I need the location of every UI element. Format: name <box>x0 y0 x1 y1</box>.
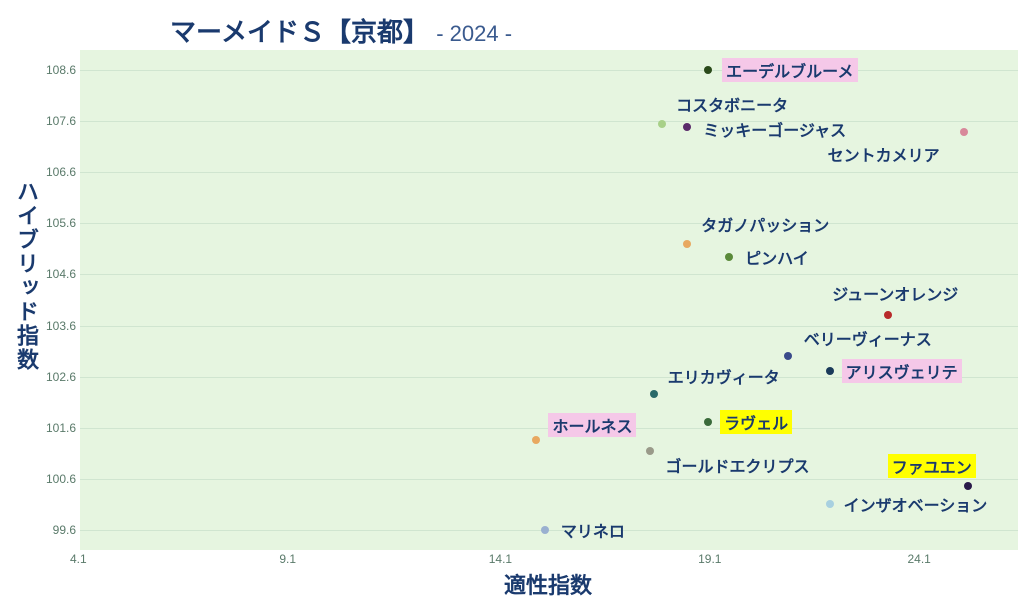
data-point-label: エーデルブルーメ <box>722 58 857 82</box>
gridline-horizontal <box>80 479 1018 480</box>
y-tick-label: 108.6 <box>46 63 76 77</box>
data-point[interactable] <box>826 500 834 508</box>
data-point-label: ホールネス <box>548 413 636 437</box>
data-point-label: マリネロ <box>557 518 629 542</box>
data-point[interactable] <box>826 367 834 375</box>
y-tick-label: 104.6 <box>46 267 76 281</box>
title-main: マーメイドＳ【京都】 <box>170 17 429 47</box>
x-tick-label: 19.1 <box>698 552 721 566</box>
gridline-horizontal <box>80 172 1018 173</box>
data-point-label: エリカヴィータ <box>664 364 784 388</box>
data-point-label: ゴールドエクリプス <box>662 453 814 477</box>
gridline-horizontal <box>80 223 1018 224</box>
data-point[interactable] <box>704 66 712 74</box>
title-year: - 2024 - <box>436 21 512 46</box>
data-point[interactable] <box>725 253 733 261</box>
y-tick-label: 107.6 <box>46 114 76 128</box>
data-point[interactable] <box>658 120 666 128</box>
y-axis-label: ハイブリッド指数 <box>10 180 42 372</box>
gridline-horizontal <box>80 274 1018 275</box>
data-point[interactable] <box>964 482 972 490</box>
data-point[interactable] <box>532 436 540 444</box>
gridline-horizontal <box>80 70 1018 71</box>
data-point-label: インザオベーション <box>840 492 992 516</box>
x-tick-label: 14.1 <box>489 552 512 566</box>
y-tick-label: 106.6 <box>46 165 76 179</box>
scatter-chart: マーメイドＳ【京都】 - 2024 -ハイブリッド指数適性指数99.6100.6… <box>0 0 1024 596</box>
y-tick-label: 105.6 <box>46 216 76 230</box>
data-point-label: タガノパッション <box>697 212 833 236</box>
data-point-label: ジューンオレンジ <box>828 281 962 305</box>
data-point[interactable] <box>683 123 691 131</box>
x-tick-label: 24.1 <box>908 552 931 566</box>
y-tick-label: 99.6 <box>53 523 76 537</box>
data-point[interactable] <box>541 526 549 534</box>
data-point-label: ピンハイ <box>741 245 813 269</box>
y-tick-label: 103.6 <box>46 319 76 333</box>
data-point-label: ミッキーゴージャス <box>699 117 850 141</box>
gridline-horizontal <box>80 530 1018 531</box>
data-point-label: ベリーヴィーナス <box>800 326 936 350</box>
chart-title: マーメイドＳ【京都】 - 2024 - <box>170 12 512 49</box>
data-point-label: ラヴェル <box>720 410 792 434</box>
data-point[interactable] <box>650 390 658 398</box>
data-point-label: アリスヴェリテ <box>842 359 962 383</box>
data-point-label: ファユエン <box>888 454 976 478</box>
data-point[interactable] <box>784 352 792 360</box>
data-point-label: コスタボニータ <box>672 92 792 116</box>
gridline-horizontal <box>80 121 1018 122</box>
y-tick-label: 102.6 <box>46 370 76 384</box>
x-tick-label: 9.1 <box>279 552 296 566</box>
x-tick-label: 4.1 <box>70 552 87 566</box>
data-point[interactable] <box>646 447 654 455</box>
data-point[interactable] <box>683 240 691 248</box>
data-point-label: セントカメリア <box>824 142 944 166</box>
y-tick-label: 101.6 <box>46 421 76 435</box>
data-point[interactable] <box>884 311 892 319</box>
y-tick-label: 100.6 <box>46 472 76 486</box>
data-point[interactable] <box>960 128 968 136</box>
x-axis-label: 適性指数 <box>504 568 592 600</box>
data-point[interactable] <box>704 418 712 426</box>
